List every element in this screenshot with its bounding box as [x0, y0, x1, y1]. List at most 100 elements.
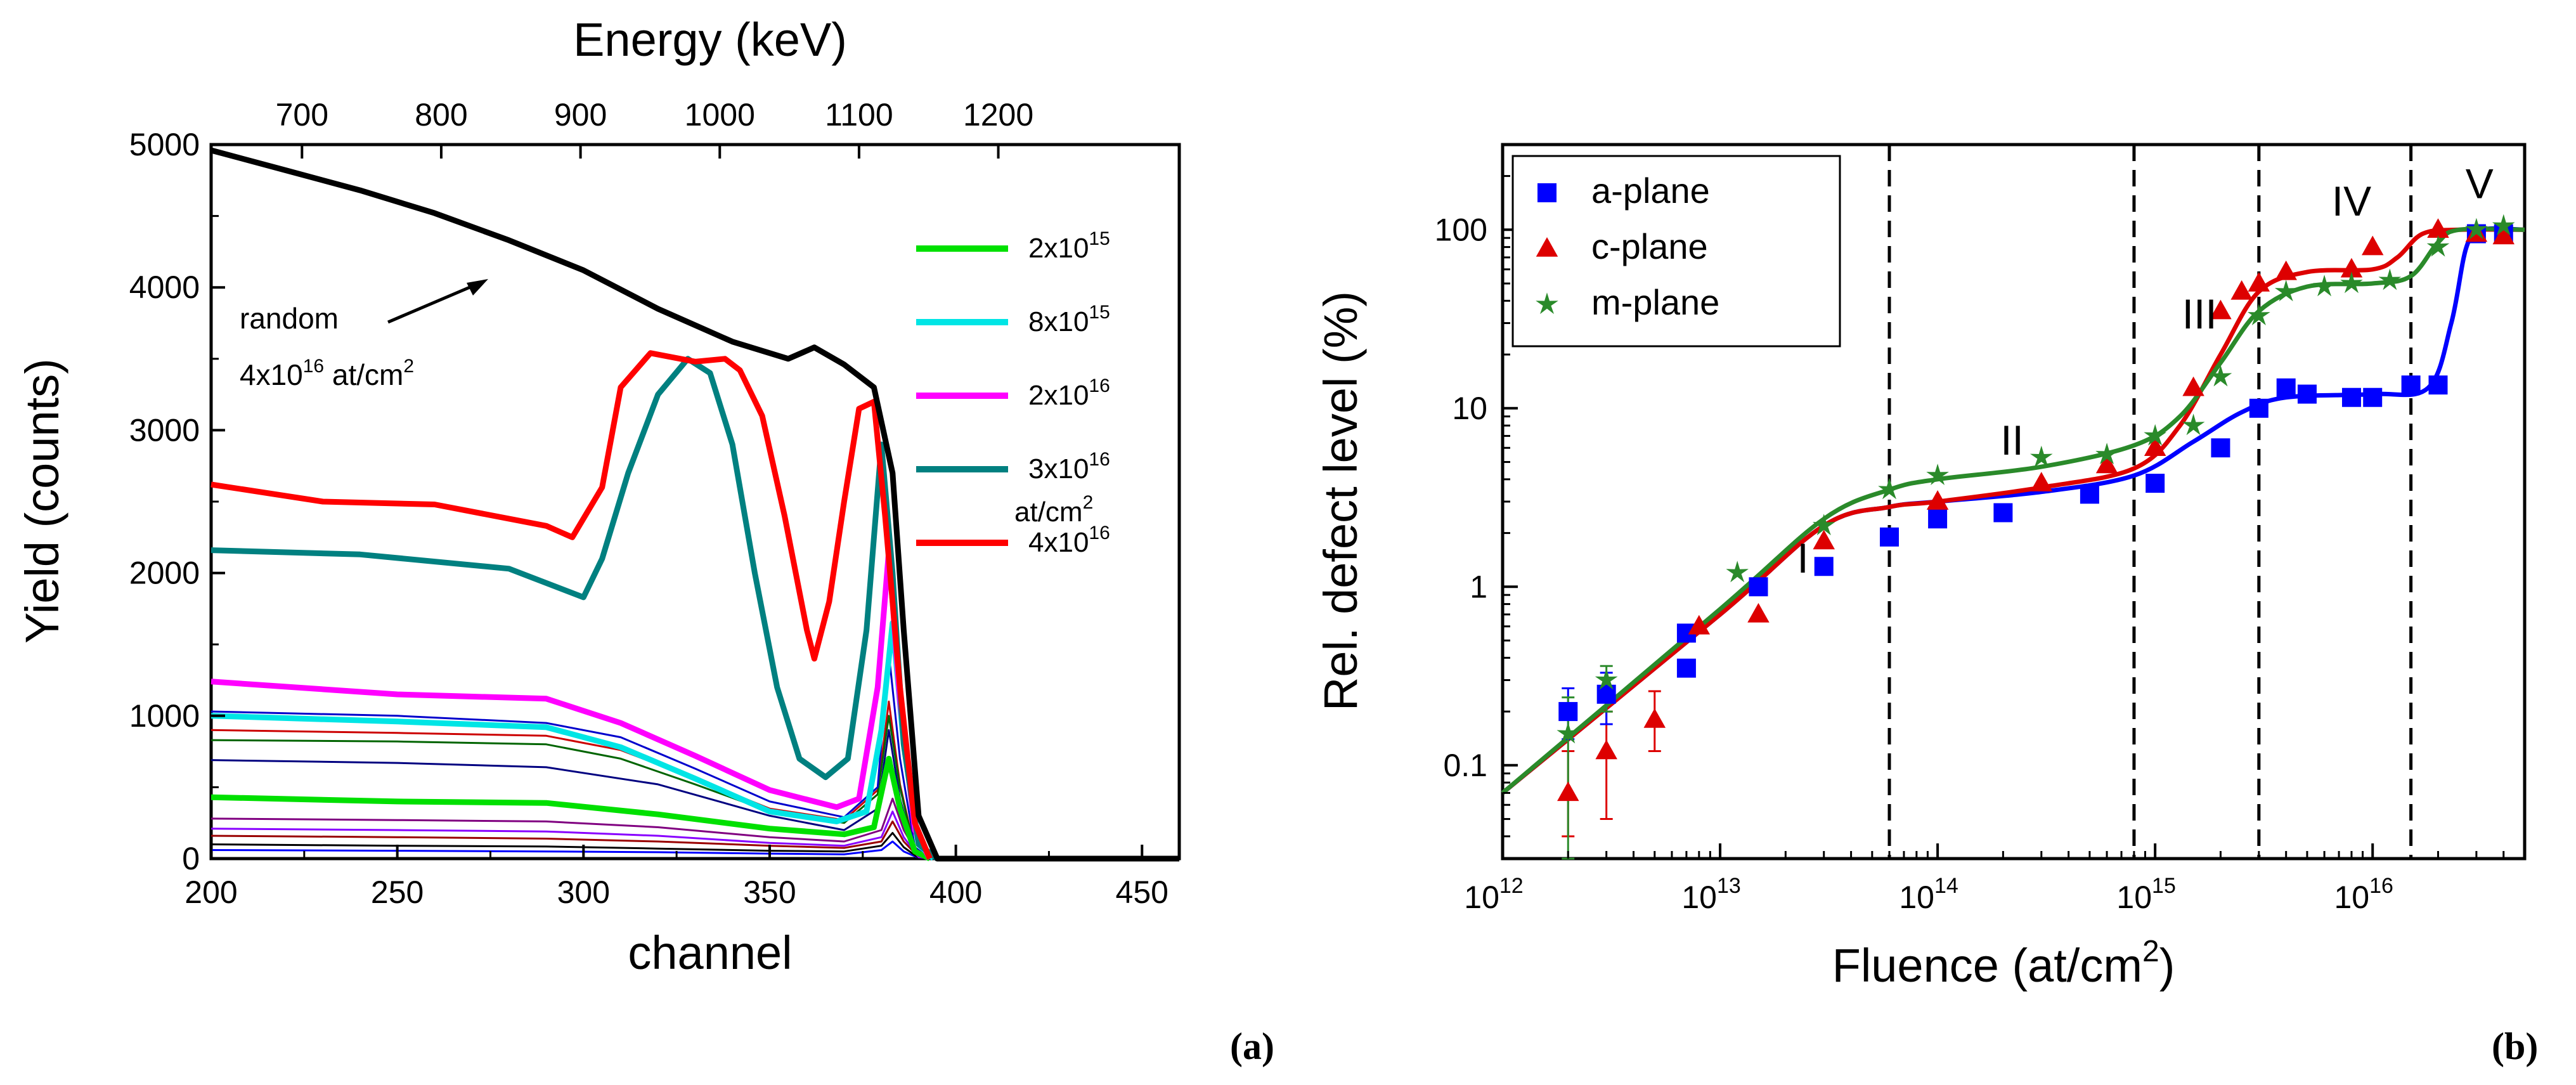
x-title-end: ) — [2159, 939, 2175, 992]
x-tick-base: 10 — [1899, 880, 1934, 915]
c-plane-point — [2095, 453, 2118, 474]
random-annotation-line1: random — [240, 302, 339, 335]
chart-a-series — [210, 147, 1179, 862]
y-tick-label: 5000 — [129, 127, 200, 162]
legend-label: 2x1015 — [1028, 228, 1110, 264]
region-label: II — [2000, 417, 2024, 464]
x-tick-label: 1013 — [1681, 874, 1740, 915]
a-plane-point — [1558, 702, 1578, 722]
a-plane-point — [1880, 527, 1900, 547]
c-plane-point — [2230, 280, 2253, 300]
c-plane-point — [2248, 272, 2270, 292]
a-plane-point — [2401, 375, 2421, 395]
c-plane-point — [2144, 436, 2166, 457]
top-tick-label: 700 — [276, 97, 328, 133]
y-tick-label: 0 — [182, 841, 200, 876]
x-tick-label: 1014 — [1899, 874, 1958, 915]
x-tick-exp: 13 — [1717, 874, 1741, 898]
region-label: V — [2466, 160, 2494, 207]
legend-marker — [1536, 292, 1558, 315]
a-plane-point — [2297, 384, 2317, 404]
legend-unit-exp: 2 — [1083, 492, 1094, 513]
top-tick-label: 800 — [415, 97, 467, 133]
c-plane-point — [2182, 376, 2204, 396]
m-plane-point — [2426, 235, 2450, 257]
top-tick-label: 900 — [554, 97, 607, 133]
a-plane-point — [2276, 378, 2296, 398]
chart-b-legend: a-plane c-plane m-plane — [1536, 171, 1719, 322]
series-line-blue-a — [210, 652, 931, 860]
c-plane-point — [1747, 602, 1770, 623]
x-tick-exp: 12 — [1499, 874, 1524, 898]
legend-label-exp: 15 — [1089, 228, 1110, 249]
series-line-darkred-a — [210, 820, 934, 860]
m-plane-point — [1557, 722, 1580, 744]
x-tick-exp: 14 — [1934, 874, 1958, 898]
y-tick-label: 0.1 — [1443, 748, 1487, 783]
m-plane-point — [1878, 478, 1901, 500]
x-tick-base: 10 — [1681, 880, 1717, 915]
m-plane-point — [2095, 443, 2118, 465]
panel-label-a: (a) — [1230, 1025, 1274, 1067]
legend-label: c-plane — [1591, 226, 1708, 266]
legend-label-exp: 15 — [1089, 302, 1110, 323]
x-tick-base: 10 — [2334, 880, 2369, 915]
x-tick-label: 1015 — [2116, 874, 2175, 915]
c-plane-point — [2492, 224, 2515, 245]
annotation-exp: 16 — [303, 356, 324, 377]
legend-label: m-plane — [1591, 282, 1719, 322]
c-plane-point — [1813, 530, 1835, 550]
m-plane-point — [2248, 304, 2270, 325]
series-line-black-a — [210, 832, 934, 860]
legend-label: 3x1016 — [1028, 449, 1110, 484]
legend-label-base: 2x10 — [1028, 233, 1089, 264]
c-plane-point — [1595, 739, 1617, 760]
m-plane-point — [2313, 275, 2336, 297]
a-plane-point — [1993, 503, 2013, 523]
a-plane-point — [2080, 484, 2099, 504]
a-plane-point — [2341, 387, 2361, 407]
chart-b-x-axis-title: Fluence (at/cm2) — [1832, 935, 2175, 992]
c-plane-point — [1643, 708, 1666, 728]
chart-a-y-ticks: 0 1000 2000 3000 4000 5000 — [129, 127, 225, 876]
x-tick-base: 10 — [1464, 880, 1499, 915]
random-annotation-line2: 4x1016 at/cm2 — [240, 356, 414, 391]
m-plane-point — [2465, 218, 2488, 240]
x-tick-label: 450 — [1116, 874, 1168, 910]
annotation-arrow-line — [387, 283, 475, 324]
y-tick-label: 2000 — [129, 555, 200, 591]
y-tick-label: 1 — [1470, 569, 1487, 604]
m-plane-point — [2340, 271, 2363, 294]
chart-a-y-axis-title: Yield (counts) — [16, 358, 68, 644]
legend-marker — [1537, 183, 1557, 202]
annotation-unit: at/cm — [324, 358, 403, 391]
y-tick-label: 10 — [1452, 391, 1487, 426]
legend-label-base: 3x10 — [1028, 453, 1089, 484]
chart-b-x-ticks: 1012 1013 1014 1015 1016 — [1464, 843, 2526, 915]
annotation-base: 4x10 — [240, 358, 303, 391]
y-tick-label: 3000 — [129, 412, 200, 448]
x-tick-base: 10 — [2116, 880, 2152, 915]
c-plane-point — [1926, 490, 1949, 510]
x-tick-label: 350 — [743, 874, 796, 910]
c-plane-point — [2427, 218, 2449, 238]
y-tick-label: 4000 — [129, 270, 200, 305]
legend-label: 2x1016 — [1028, 375, 1110, 411]
c-plane-point — [2361, 235, 2384, 256]
annotation-unit-exp: 2 — [403, 356, 414, 377]
m-plane-point — [2030, 445, 2053, 467]
m-plane-point — [2274, 280, 2298, 302]
c-plane-point — [2340, 257, 2363, 278]
m-plane-point — [2182, 413, 2205, 436]
legend-label: a-plane — [1591, 171, 1710, 211]
m-plane-point — [1926, 464, 1949, 485]
m-plane-point — [2209, 365, 2232, 387]
m-plane-point — [2492, 214, 2515, 236]
chart-b-points — [1557, 214, 2515, 860]
series-line-blue-b — [210, 840, 934, 860]
chart-b-y-ticks: 0.1 1 10 100 — [1435, 143, 1518, 860]
legend-label: 4x1016 — [1028, 523, 1110, 558]
